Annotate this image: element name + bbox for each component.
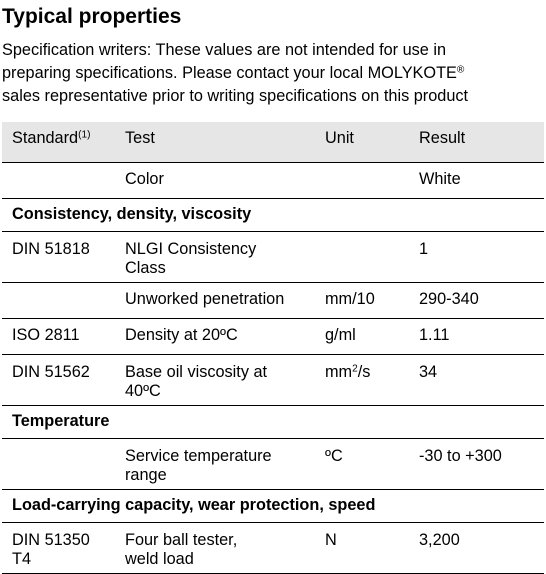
section-title: Consistency, density, viscosity — [2, 198, 544, 232]
unit-rest: /s — [357, 363, 371, 381]
header-unit: Unit — [315, 122, 409, 163]
cell-test-line: 40ºC — [125, 382, 161, 400]
table-header-row: Standard(1) Test Unit Result — [2, 122, 544, 163]
registered-mark: ® — [456, 64, 465, 76]
header-standard-label: Standard — [12, 129, 79, 147]
properties-table: Standard(1) Test Unit Result Color White… — [2, 122, 544, 574]
cell-test: Color — [115, 162, 315, 199]
cell-standard — [2, 162, 115, 199]
cell-test-line: Four ball tester, — [125, 531, 238, 549]
table-row: DIN 51350 T4 Four ball tester, weld load N… — [2, 522, 544, 574]
cell-unit: N — [315, 522, 409, 574]
table-row: DIN 51818 NLGI Consistency Class 1 — [2, 231, 544, 283]
table-row: ISO 2811 Density at 20ºC g/ml 1.11 — [2, 318, 544, 355]
cell-unit: mm2/s — [315, 354, 409, 406]
section-title: Load-carrying capacity, wear protection,… — [2, 489, 544, 523]
unit-base: mm — [325, 363, 353, 381]
table-row: Service temperature range ºC -30 to +300 — [2, 438, 544, 490]
cell-unit: mm/10 — [315, 282, 409, 319]
cell-test: Service temperature range — [115, 438, 315, 490]
cell-unit: ºC — [315, 438, 409, 490]
cell-test-line: Service temperature — [125, 447, 272, 465]
intro-line: sales representative prior to writing sp… — [2, 87, 469, 105]
cell-result: 3,200 — [409, 522, 544, 574]
cell-test-line: Class — [125, 259, 166, 277]
section-row: Consistency, density, viscosity — [2, 198, 544, 232]
cell-unit — [315, 162, 409, 199]
section-row: Load-carrying capacity, wear protection,… — [2, 489, 544, 523]
cell-unit — [315, 231, 409, 283]
cell-result: 34 — [409, 354, 544, 406]
cell-result: 1.11 — [409, 318, 544, 355]
intro-line: Specification writers: These values are … — [2, 41, 447, 59]
cell-test: NLGI Consistency Class — [115, 231, 315, 283]
header-result: Result — [409, 122, 544, 163]
header-standard: Standard(1) — [2, 122, 115, 163]
unit-exponent: 2 — [352, 363, 358, 375]
cell-result: 1 — [409, 231, 544, 283]
cell-result: White — [409, 162, 544, 199]
table-row: Color White — [2, 162, 544, 199]
cell-standard: DIN 51350 T4 — [2, 522, 115, 574]
page: Typical properties Specification writers… — [2, 5, 546, 574]
cell-standard — [2, 438, 115, 490]
cell-test-line: Base oil viscosity at — [125, 363, 268, 381]
cell-test-line: range — [125, 466, 167, 484]
cell-test: Unworked penetration — [115, 282, 315, 319]
cell-standard: DIN 51562 — [2, 354, 115, 406]
section-title: Temperature — [2, 405, 544, 439]
cell-test-line: NLGI Consistency — [125, 240, 257, 258]
intro-line: preparing specifications. Please contact… — [2, 62, 546, 85]
cell-result: 290-340 — [409, 282, 544, 319]
intro-text: Specification writers: These values are … — [2, 39, 546, 108]
cell-test-line: weld load — [125, 550, 194, 568]
cell-result: -30 to +300 — [409, 438, 544, 490]
table-row: Unworked penetration mm/10 290-340 — [2, 282, 544, 319]
header-test: Test — [115, 122, 315, 163]
section-heading: Typical properties — [2, 5, 182, 28]
cell-standard — [2, 282, 115, 319]
intro-line-text: preparing specifications. Please contact… — [2, 64, 457, 82]
section-row: Temperature — [2, 405, 544, 439]
cell-unit: g/ml — [315, 318, 409, 355]
cell-standard: ISO 2811 — [2, 318, 115, 355]
cell-standard-line: DIN 51350 — [12, 531, 90, 549]
cell-test: Density at 20ºC — [115, 318, 315, 355]
table-row: DIN 51562 Base oil viscosity at 40ºC mm2/… — [2, 354, 544, 406]
cell-standard-line: T4 — [12, 550, 32, 568]
cell-standard: DIN 51818 — [2, 231, 115, 283]
cell-test: Base oil viscosity at 40ºC — [115, 354, 315, 406]
footnote-marker: (1) — [78, 129, 91, 141]
cell-test: Four ball tester, weld load — [115, 522, 315, 574]
